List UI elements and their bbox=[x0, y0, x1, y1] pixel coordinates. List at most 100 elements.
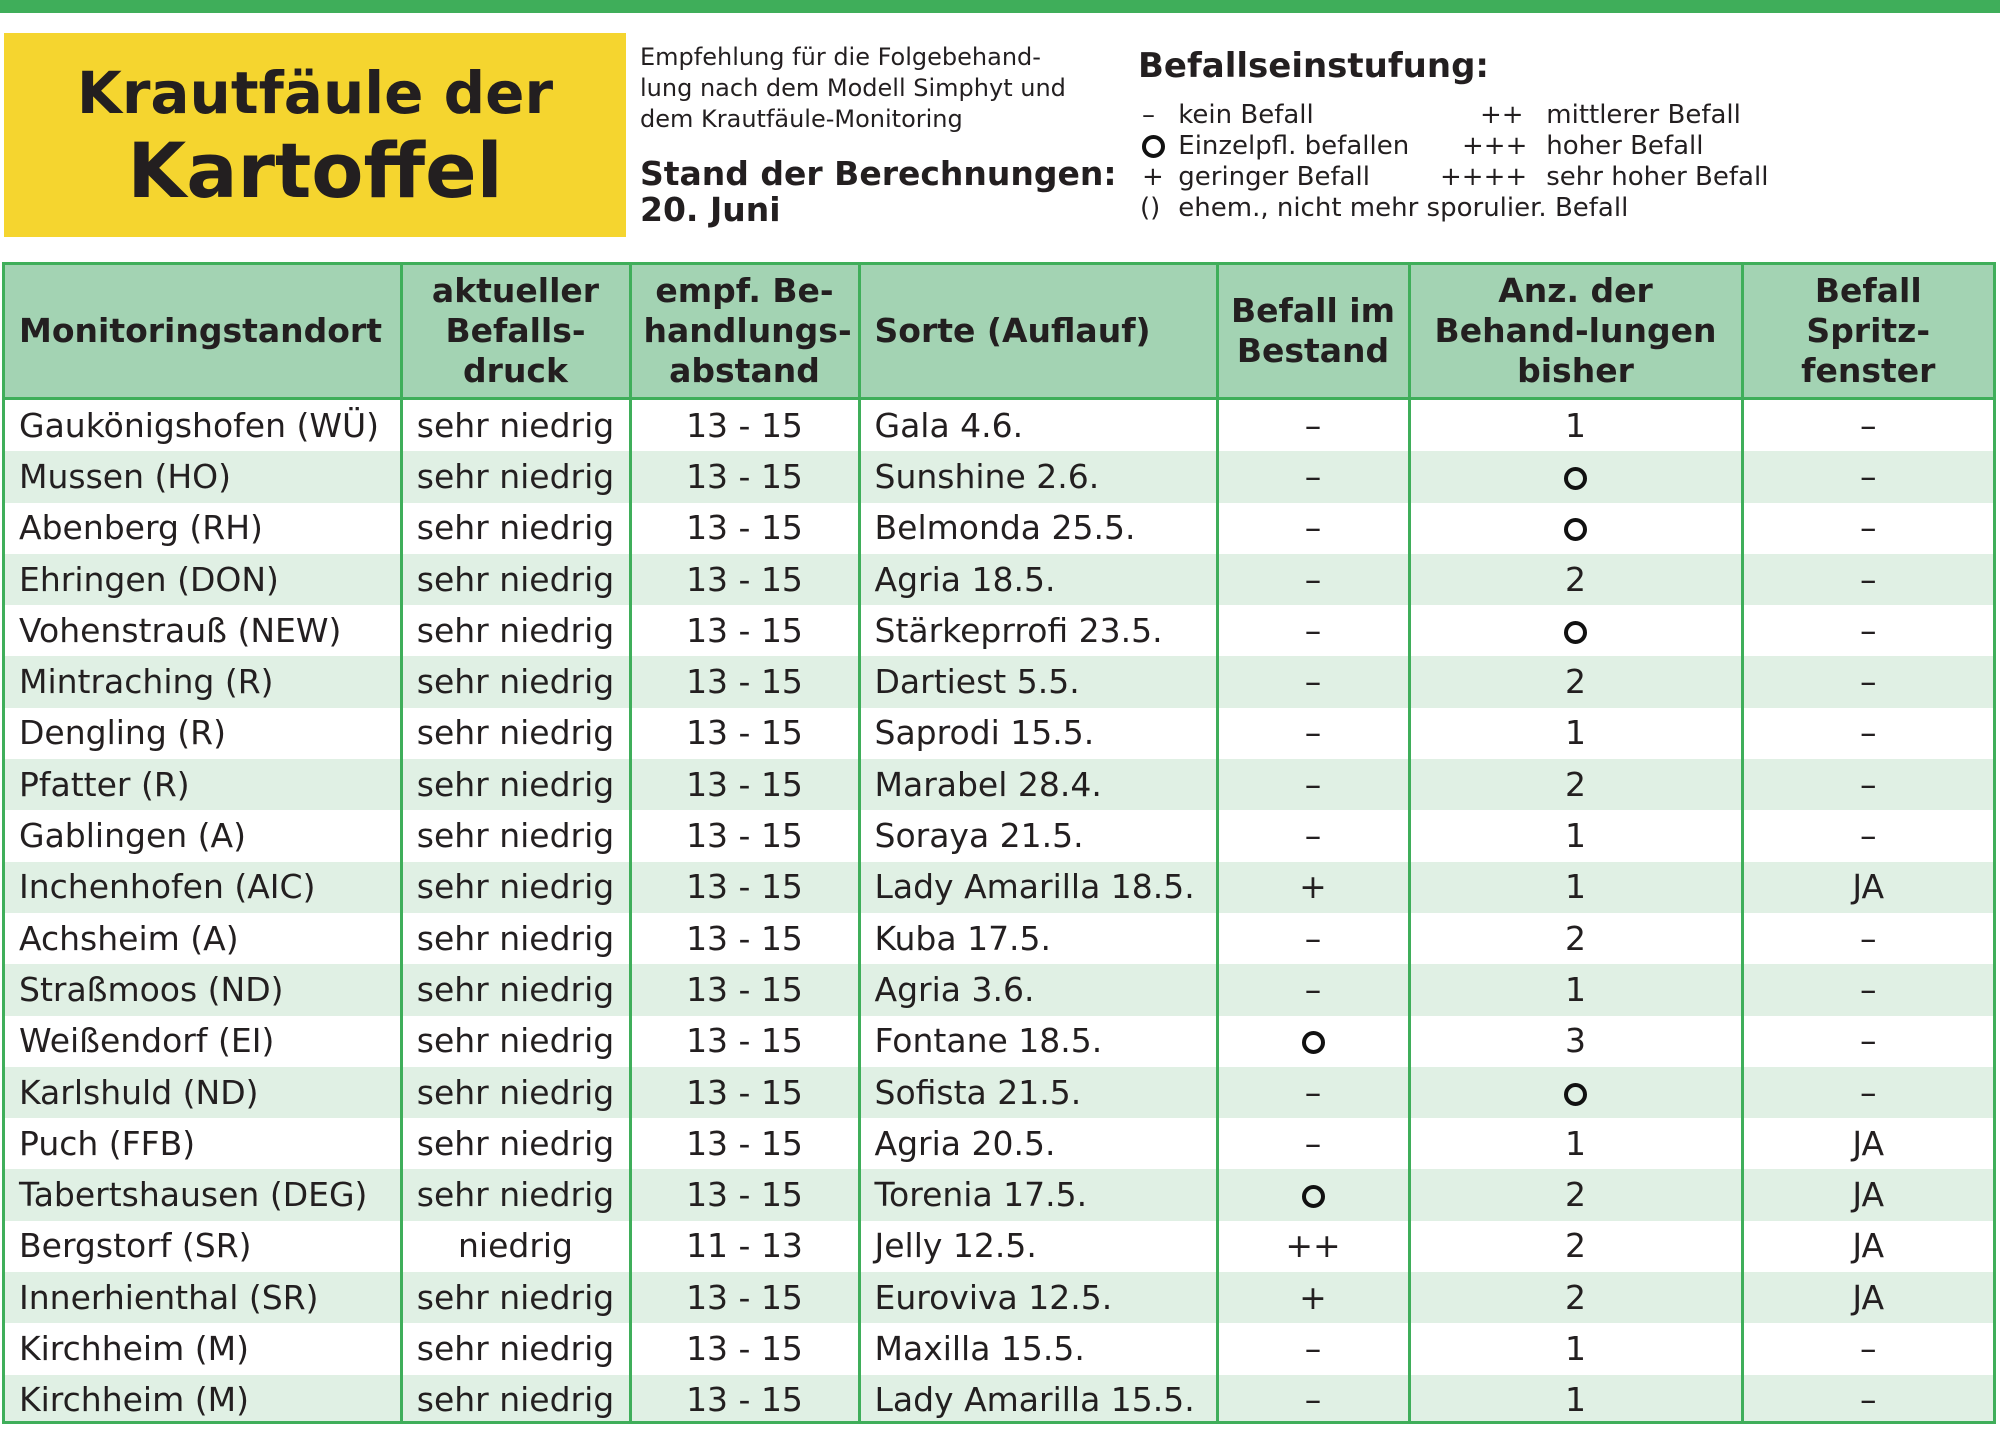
ring-icon bbox=[1564, 518, 1587, 542]
cell-befallsdruck: sehr niedrig bbox=[401, 1169, 632, 1221]
table-row: Dengling (R) sehr niedrig 13 - 15 Saprodi 1… bbox=[5, 707, 1993, 760]
stand-label: Stand der Berechnungen: bbox=[640, 154, 1117, 193]
ring-icon bbox=[1564, 466, 1587, 490]
legend-symbol: ++ bbox=[1480, 100, 1524, 130]
cell-abstand: 13 - 15 bbox=[630, 1374, 861, 1421]
cell-befallsdruck: sehr niedrig bbox=[401, 451, 632, 503]
cell-befall-bestand: – bbox=[1217, 912, 1411, 965]
cell-standort: Gaukönigshofen (WÜ) bbox=[5, 398, 403, 452]
cell-sorte: Marabel 28.4. bbox=[859, 759, 1219, 811]
cell-abstand: 11 - 13 bbox=[630, 1220, 861, 1273]
table-row: Straßmoos (ND) sehr niedrig 13 - 15 Agria 3… bbox=[5, 964, 1993, 1016]
cell-spritzfenster: – bbox=[1742, 502, 1993, 554]
cell-befall-bestand: – bbox=[1217, 605, 1411, 657]
col-header-spritzfenster: Befall Spritz-fenster bbox=[1742, 265, 1993, 400]
table-body: Gaukönigshofen (WÜ) sehr niedrig 13 - 15 Ga… bbox=[5, 398, 1993, 1421]
legend-item: + geringer Befall bbox=[1142, 162, 1370, 193]
title-line-1: Krautfäule der bbox=[76, 59, 554, 127]
cell-spritzfenster: JA bbox=[1742, 1272, 1993, 1324]
cell-behandlungen: 1 bbox=[1409, 707, 1744, 760]
stand-date: 20. Juni bbox=[640, 190, 781, 229]
cell-abstand: 13 - 15 bbox=[630, 1118, 861, 1170]
cell-behandlungen: 1 bbox=[1409, 398, 1744, 452]
cell-standort: Puch (FFB) bbox=[5, 1118, 403, 1170]
cell-behandlungen: 1 bbox=[1409, 1118, 1744, 1170]
cell-behandlungen: 1 bbox=[1409, 861, 1744, 913]
ring-icon bbox=[1301, 1031, 1325, 1055]
cell-spritzfenster: – bbox=[1742, 1066, 1993, 1119]
cell-befall-bestand: – bbox=[1217, 707, 1411, 760]
cell-spritzfenster: JA bbox=[1742, 1118, 1993, 1170]
cell-spritzfenster: – bbox=[1742, 605, 1993, 657]
legend-title: Befallseinstufung: bbox=[1138, 46, 1490, 86]
cell-sorte: Gala 4.6. bbox=[859, 398, 1219, 452]
top-accent-bar bbox=[0, 0, 2000, 13]
table-row: Tabertshausen (DEG) sehr niedrig 13 - 15 To… bbox=[5, 1169, 1993, 1221]
cell-spritzfenster: – bbox=[1742, 656, 1993, 708]
monitoring-table: Monitoringstandort aktueller Befalls-dru… bbox=[2, 262, 1996, 1424]
cell-befall-bestand bbox=[1217, 1015, 1411, 1067]
table-row: Kirchheim (M) sehr niedrig 13 - 15 Maxilla … bbox=[5, 1323, 1993, 1375]
cell-spritzfenster: – bbox=[1742, 707, 1993, 760]
cell-sorte: Agria 20.5. bbox=[859, 1118, 1219, 1170]
table-row: Bergstorf (SR) niedrig 11 - 13 Jelly 12.5. +… bbox=[5, 1220, 1993, 1273]
legend-label: kein Befall bbox=[1178, 100, 1314, 130]
legend-symbol: ++++ bbox=[1440, 162, 1528, 192]
cell-befallsdruck: sehr niedrig bbox=[401, 1272, 632, 1324]
intro-text: Empfehlung für die Folgebehand- lung nac… bbox=[640, 43, 1066, 133]
table-header-row: Monitoringstandort aktueller Befalls-dru… bbox=[5, 265, 1993, 400]
table-row: Innerhienthal (SR) sehr niedrig 13 - 15 Eur… bbox=[5, 1272, 1993, 1324]
cell-befall-bestand: + bbox=[1217, 1272, 1411, 1324]
cell-spritzfenster: – bbox=[1742, 964, 1993, 1016]
cell-sorte: Torenia 17.5. bbox=[859, 1169, 1219, 1221]
cell-standort: Abenberg (RH) bbox=[5, 502, 403, 554]
cell-sorte: Soraya 21.5. bbox=[859, 810, 1219, 862]
stand-block: Stand der Berechnungen: 20. Juni bbox=[640, 156, 1120, 228]
table-row: Mussen (HO) sehr niedrig 13 - 15 Sunshine 2… bbox=[5, 451, 1993, 503]
cell-sorte: Sunshine 2.6. bbox=[859, 451, 1219, 503]
legend-label: mittlerer Befall bbox=[1546, 100, 1741, 130]
cell-behandlungen bbox=[1409, 502, 1744, 554]
cell-behandlungen: 1 bbox=[1409, 1374, 1744, 1421]
title-line-2: Kartoffel bbox=[127, 126, 503, 215]
cell-sorte: Belmonda 25.5. bbox=[859, 502, 1219, 554]
cell-spritzfenster: – bbox=[1742, 451, 1993, 503]
cell-standort: Kirchheim (M) bbox=[5, 1374, 403, 1421]
cell-standort: Gablingen (A) bbox=[5, 810, 403, 862]
ring-icon bbox=[1142, 135, 1165, 158]
cell-befall-bestand: – bbox=[1217, 451, 1411, 503]
cell-befallsdruck: sehr niedrig bbox=[401, 707, 632, 760]
col-header-abstand: empf. Be-handlungs-abstand bbox=[630, 265, 861, 400]
cell-sorte: Stärkeprrofi 23.5. bbox=[859, 605, 1219, 657]
cell-standort: Mussen (HO) bbox=[5, 451, 403, 503]
legend-item: +++ hoher Befall bbox=[1462, 131, 1703, 162]
cell-befallsdruck: sehr niedrig bbox=[401, 861, 632, 913]
cell-spritzfenster: JA bbox=[1742, 1169, 1993, 1221]
cell-behandlungen bbox=[1409, 1066, 1744, 1119]
cell-spritzfenster: JA bbox=[1742, 861, 1993, 913]
cell-befallsdruck: sehr niedrig bbox=[401, 810, 632, 862]
legend-item: Einzelpfl. befallen bbox=[1142, 131, 1409, 162]
table-row: Karlshuld (ND) sehr niedrig 13 - 15 Sofista… bbox=[5, 1066, 1993, 1119]
legend-item: ++ mittlerer Befall bbox=[1480, 100, 1741, 131]
cell-standort: Vohenstrauß (NEW) bbox=[5, 605, 403, 657]
cell-befall-bestand: – bbox=[1217, 1066, 1411, 1119]
cell-standort: Mintraching (R) bbox=[5, 656, 403, 708]
cell-befall-bestand: + bbox=[1217, 861, 1411, 913]
col-header-befall-bestand: Befall im Bestand bbox=[1217, 265, 1411, 400]
legend-label: geringer Befall bbox=[1178, 162, 1370, 192]
cell-befall-bestand: – bbox=[1217, 502, 1411, 554]
cell-befall-bestand: – bbox=[1217, 1118, 1411, 1170]
cell-abstand: 13 - 15 bbox=[630, 912, 861, 965]
cell-befallsdruck: niedrig bbox=[401, 1220, 632, 1273]
cell-befall-bestand: – bbox=[1217, 759, 1411, 811]
cell-behandlungen: 2 bbox=[1409, 656, 1744, 708]
cell-befallsdruck: sehr niedrig bbox=[401, 1015, 632, 1067]
cell-standort: Karlshuld (ND) bbox=[5, 1066, 403, 1119]
legend-symbol: – bbox=[1142, 100, 1155, 130]
cell-abstand: 13 - 15 bbox=[630, 1015, 861, 1067]
cell-befall-bestand: – bbox=[1217, 553, 1411, 606]
col-header-standort: Monitoringstandort bbox=[5, 265, 403, 400]
cell-befallsdruck: sehr niedrig bbox=[401, 912, 632, 965]
